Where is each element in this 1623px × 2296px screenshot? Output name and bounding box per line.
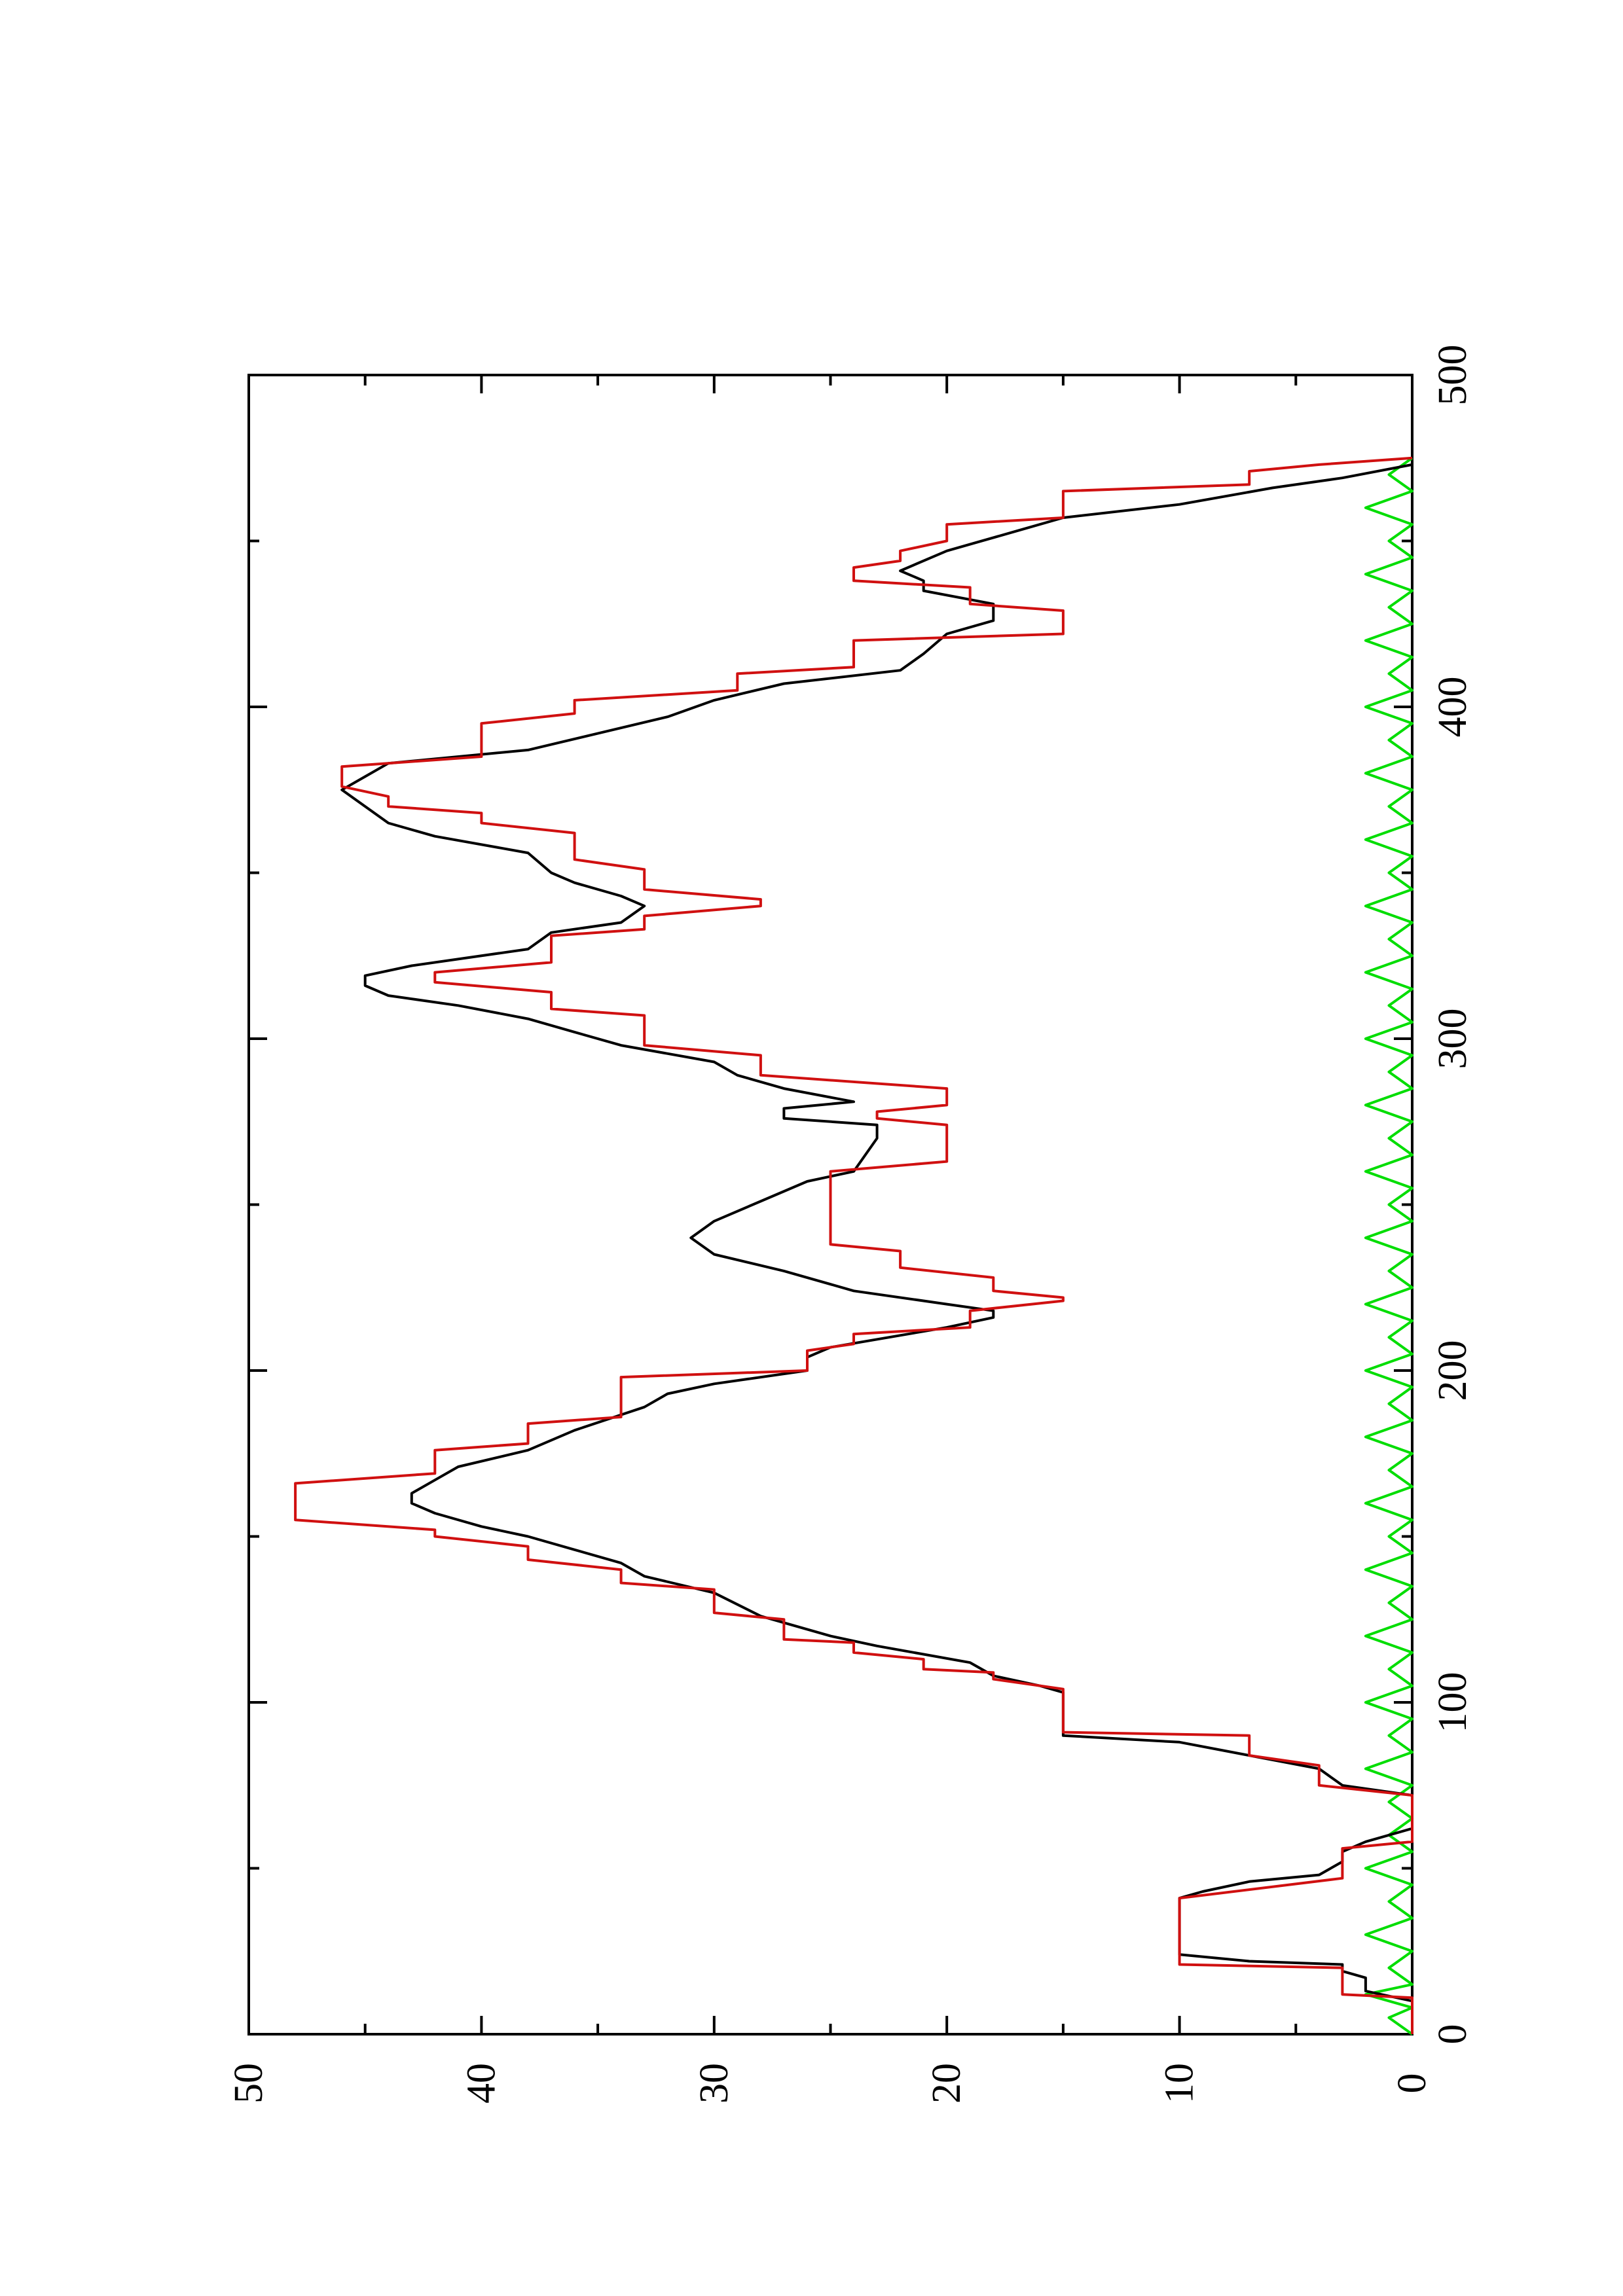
series-line-black [340, 463, 1413, 2034]
series-line-red [294, 456, 1413, 2034]
x-tick-label: 400 [1431, 677, 1475, 738]
y-tick-label: 10 [1158, 2063, 1202, 2104]
chart-tick-labels: 0 100 200 300 400 500 0 10 20 30 40 50 [227, 345, 1475, 2104]
y-tick-label: 0 [1390, 2073, 1434, 2094]
x-tick-label: 500 [1431, 345, 1475, 406]
y-tick-label: 30 [692, 2063, 737, 2104]
chart-ticks [247, 374, 1413, 2036]
chart-series [294, 456, 1413, 2036]
series-line-green [1364, 457, 1413, 2036]
x-tick-label: 0 [1431, 2024, 1475, 2045]
y-tick-label: 50 [227, 2063, 271, 2104]
x-tick-label: 200 [1431, 1340, 1475, 1401]
y-tick-label: 20 [924, 2063, 969, 2104]
x-tick-label: 100 [1431, 1672, 1475, 1733]
x-tick-label: 300 [1431, 1009, 1475, 1069]
y-tick-label: 40 [459, 2063, 503, 2104]
